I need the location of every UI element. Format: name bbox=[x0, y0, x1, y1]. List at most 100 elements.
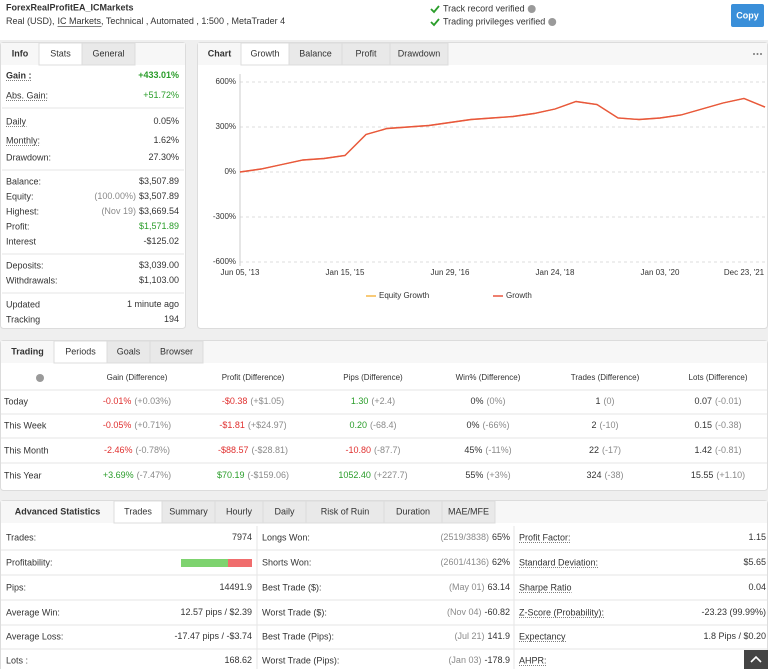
period-difference: (-0.81) bbox=[715, 445, 742, 455]
menu-dot[interactable] bbox=[753, 53, 755, 55]
tab-label[interactable]: Hourly bbox=[226, 506, 253, 516]
copy-label[interactable]: Copy bbox=[736, 10, 759, 20]
period-value: 55% bbox=[465, 470, 483, 480]
tab-label[interactable]: Stats bbox=[50, 48, 71, 58]
stat-note: (Nov 04) bbox=[447, 607, 482, 617]
stat-value-text: (Nov 04) -60.82 bbox=[447, 607, 510, 617]
period-value: +3.69% bbox=[103, 470, 134, 480]
y-tick-label: -600% bbox=[213, 257, 236, 266]
period-label: This Week bbox=[4, 420, 47, 430]
legend-label: Growth bbox=[506, 291, 532, 300]
x-tick-label: Jan 15, '15 bbox=[326, 268, 365, 277]
stat-value-text: (100.00%) $3,507.89 bbox=[94, 191, 179, 201]
tab[interactable] bbox=[441, 500, 496, 524]
stat-value: $5.65 bbox=[743, 557, 766, 567]
scroll-top-button[interactable] bbox=[744, 650, 768, 669]
x-tick-label: Dec 23, '21 bbox=[724, 268, 765, 277]
y-tick-label: 300% bbox=[216, 122, 236, 131]
stat-value-text: 0.05% bbox=[153, 116, 179, 126]
period-value: -$1.81 bbox=[219, 420, 245, 430]
period-difference: (-38) bbox=[605, 470, 624, 480]
stat-label: Profit Factor: bbox=[519, 532, 571, 542]
stat-label: Profitability: bbox=[6, 557, 53, 567]
tab[interactable] bbox=[149, 340, 204, 364]
copy-button[interactable] bbox=[731, 4, 764, 27]
stat-label: Gain : bbox=[6, 70, 32, 80]
period-value: -0.01% bbox=[103, 396, 132, 406]
period-difference: (+2.4) bbox=[371, 396, 395, 406]
stat-label: Drawdown: bbox=[6, 152, 51, 162]
period-difference: (-$159.06) bbox=[248, 470, 290, 480]
stat-value-text: 194 bbox=[164, 314, 179, 324]
menu-dot[interactable] bbox=[760, 53, 762, 55]
chart-panel bbox=[197, 42, 768, 329]
period-difference: (+0.03%) bbox=[134, 396, 171, 406]
tab[interactable] bbox=[389, 42, 449, 66]
tab-label[interactable]: Growth bbox=[250, 48, 279, 58]
tab-label[interactable]: General bbox=[92, 48, 124, 58]
stat-note: (May 01) bbox=[449, 582, 485, 592]
stat-value-text: 7974 bbox=[232, 532, 252, 542]
profitability-lost bbox=[228, 559, 252, 567]
period-value: 22 bbox=[589, 445, 599, 455]
period-difference: (-$28.81) bbox=[252, 445, 289, 455]
y-tick-label: 0% bbox=[224, 167, 236, 176]
stat-label: Highest: bbox=[6, 206, 39, 216]
tab-label[interactable]: Balance bbox=[299, 48, 332, 58]
period-cell: 324 (-38) bbox=[586, 470, 623, 480]
tab-label[interactable]: Browser bbox=[160, 346, 193, 356]
tab[interactable] bbox=[81, 42, 136, 66]
y-tick-label: 600% bbox=[216, 77, 236, 86]
stat-value-text: 1.62% bbox=[153, 135, 179, 145]
stat-value: 62% bbox=[492, 557, 510, 567]
period-difference: (+3%) bbox=[486, 470, 510, 480]
stat-label: Expectancy bbox=[519, 631, 566, 641]
period-difference: (-17) bbox=[602, 445, 621, 455]
tab-label[interactable]: Trades bbox=[124, 506, 152, 516]
stat-label: AHPR: bbox=[519, 655, 547, 665]
stat-value-text: +51.72% bbox=[143, 90, 179, 100]
column-header: Profit (Difference) bbox=[222, 373, 285, 382]
x-tick-label: Jun 05, '13 bbox=[221, 268, 260, 277]
stat-label: Monthly: bbox=[6, 135, 40, 145]
tab-label[interactable]: Summary bbox=[169, 506, 208, 516]
tab-label[interactable]: Profit bbox=[355, 48, 377, 58]
period-difference: (0%) bbox=[487, 396, 506, 406]
stat-value: +433.01% bbox=[138, 70, 179, 80]
period-difference: (-11%) bbox=[485, 445, 511, 455]
stat-value: -23.23 (99.99%) bbox=[701, 607, 766, 617]
x-tick-label: Jun 29, '16 bbox=[431, 268, 470, 277]
info-icon bbox=[527, 5, 536, 13]
column-header: Win% (Difference) bbox=[456, 373, 521, 382]
stat-label: Updated bbox=[6, 299, 40, 309]
period-value: 0.15 bbox=[694, 420, 712, 430]
period-value: 1.30 bbox=[351, 396, 369, 406]
stat-label: Worst Trade ($): bbox=[262, 607, 327, 617]
period-cell: 1 (0) bbox=[595, 396, 614, 406]
growth-line bbox=[239, 97, 766, 173]
stat-value-text: -23.23 (99.99%) bbox=[701, 607, 766, 617]
tab-label[interactable]: Periods bbox=[65, 346, 96, 356]
tab-label[interactable]: Daily bbox=[274, 506, 295, 516]
y-tick-label: -300% bbox=[213, 212, 236, 221]
stat-value-text: (2601/4136) 62% bbox=[440, 557, 510, 567]
period-value: 1052.40 bbox=[338, 470, 371, 480]
period-value: 1 bbox=[595, 396, 600, 406]
tab-label[interactable]: Goals bbox=[117, 346, 141, 356]
tab-label[interactable]: MAE/MFE bbox=[448, 506, 489, 516]
period-value: -0.05% bbox=[103, 420, 132, 430]
tab-label[interactable]: Duration bbox=[396, 506, 430, 516]
tab-label[interactable]: Drawdown bbox=[398, 48, 441, 58]
panel-title: Trading bbox=[11, 346, 44, 356]
stat-label: Best Trade ($): bbox=[262, 582, 322, 592]
stat-label: Daily bbox=[6, 116, 27, 126]
period-cell: -2.46% (-0.78%) bbox=[104, 445, 170, 455]
period-value: 324 bbox=[586, 470, 601, 480]
legend-label: Equity Growth bbox=[379, 291, 429, 300]
tab-label[interactable]: Risk of Ruin bbox=[321, 506, 370, 516]
advanced-panel bbox=[0, 500, 768, 669]
stat-value: -178.9 bbox=[484, 655, 510, 665]
menu-dot[interactable] bbox=[756, 53, 759, 55]
stat-value-text: +433.01% bbox=[138, 70, 179, 80]
